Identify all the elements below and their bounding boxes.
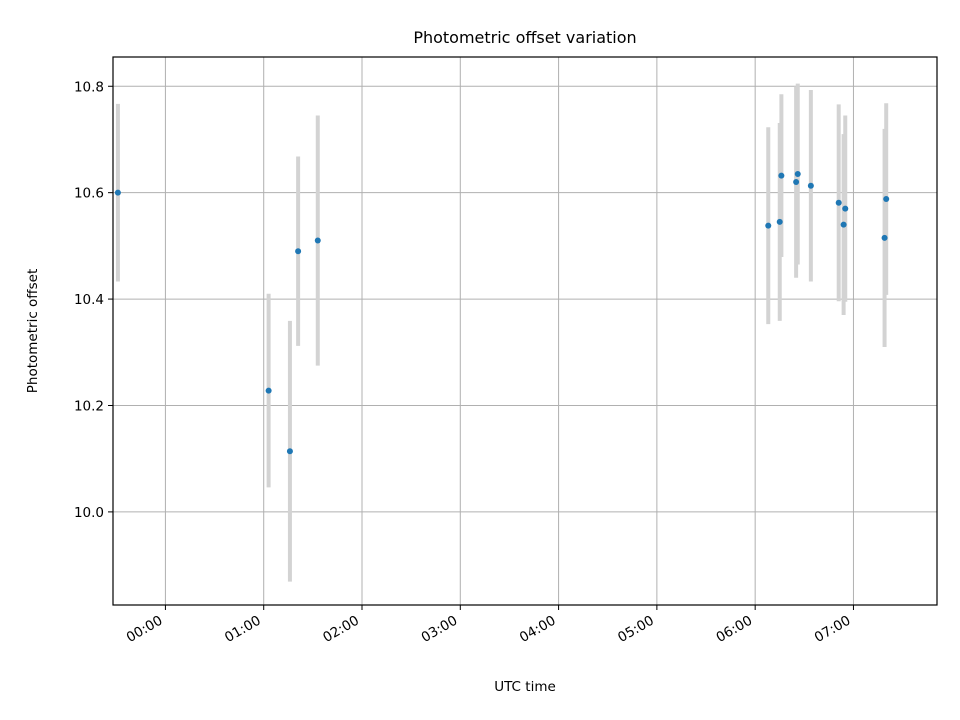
x-tick-label: 07:00 (812, 613, 854, 646)
y-axis-ticks: 10.0 10.2 10.4 10.6 10.8 (74, 79, 113, 521)
data-point (778, 172, 785, 179)
data-point (286, 448, 293, 455)
plot-frame (112, 56, 938, 606)
y-tick-label: 10.4 (74, 292, 104, 308)
x-tick-label: 01:00 (222, 613, 264, 646)
grid (113, 57, 937, 605)
x-axis-label: UTC time (494, 679, 556, 695)
y-axis-label: Photometric offset (25, 269, 41, 393)
data-point (793, 179, 800, 186)
data-point (881, 234, 888, 241)
data-point (314, 237, 321, 244)
x-tick-label: 03:00 (419, 613, 461, 646)
x-axis-ticks: 00:00 01:00 02:00 03:00 04:00 05:00 06:00 07:00 (124, 605, 854, 646)
x-tick-label: 05:00 (615, 613, 657, 646)
x-tick-label: 06:00 (713, 613, 755, 646)
data-point (114, 189, 121, 196)
x-tick-label: 02:00 (320, 613, 362, 646)
y-tick-label: 10.2 (74, 398, 104, 414)
data-point (295, 248, 302, 255)
data-point (265, 387, 272, 394)
data-point (883, 196, 890, 203)
y-tick-label: 10.8 (74, 79, 104, 95)
data-point (842, 205, 849, 212)
data-point (807, 182, 814, 189)
data-point (776, 218, 783, 225)
y-tick-label: 10.6 (74, 186, 104, 202)
x-tick-label: 04:00 (517, 613, 559, 646)
data-point (765, 222, 772, 229)
chart-title: Photometric offset variation (413, 28, 636, 47)
data-point (840, 221, 847, 228)
y-tick-label: 10.0 (74, 505, 104, 521)
errorbars (115, 83, 889, 582)
x-tick-label: 00:00 (124, 613, 166, 646)
data-point (794, 171, 801, 178)
data-points (114, 171, 890, 455)
data-point (835, 199, 842, 206)
